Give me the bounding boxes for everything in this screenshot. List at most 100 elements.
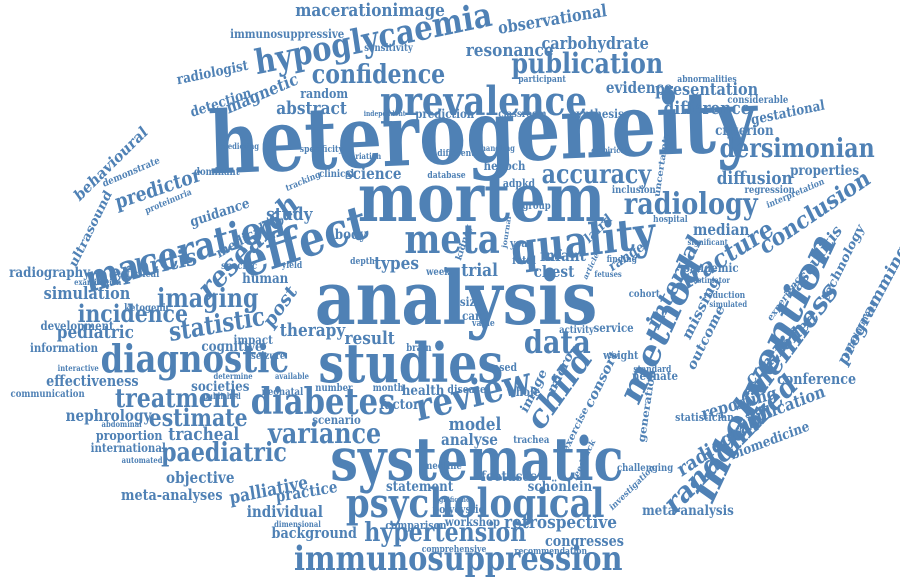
cloud-word: immunosuppressive bbox=[230, 27, 345, 41]
cloud-word: nephrology bbox=[65, 406, 152, 425]
cloud-word: significance bbox=[433, 495, 474, 504]
cloud-word: diabetes bbox=[250, 381, 396, 423]
cloud-word: prevalence bbox=[380, 78, 587, 125]
cloud-word: size bbox=[459, 295, 482, 309]
cloud-word: objective bbox=[166, 468, 235, 487]
cloud-word: based bbox=[486, 361, 518, 374]
cloud-word: comparison bbox=[385, 519, 447, 532]
cloud-word: database bbox=[427, 171, 466, 181]
cloud-word: pediatric bbox=[56, 322, 134, 343]
cloud-word: statistical bbox=[112, 269, 160, 280]
cloud-word: radiology bbox=[623, 187, 758, 222]
cloud-word: prediction bbox=[415, 107, 475, 121]
cloud-word: study bbox=[266, 204, 313, 225]
cloud-word: conference bbox=[776, 370, 857, 388]
cloud-word: disease bbox=[447, 383, 486, 396]
cloud-word: ketogenic bbox=[124, 303, 171, 314]
cloud-word: trial bbox=[461, 260, 498, 281]
cloud-word: comprehensive bbox=[421, 545, 487, 555]
cloud-word: result bbox=[344, 328, 395, 349]
cloud-word: participant bbox=[518, 75, 566, 85]
cloud-word: background bbox=[271, 524, 357, 542]
cloud-word: analyse bbox=[441, 430, 498, 449]
cloud-word: individual bbox=[246, 502, 323, 521]
cloud-word: automated bbox=[121, 455, 163, 465]
cloud-word: adpkd bbox=[502, 177, 535, 190]
cloud-word: handling bbox=[480, 143, 515, 153]
cloud-word: diffusion bbox=[716, 168, 793, 189]
cloud-word: simulated bbox=[709, 299, 748, 309]
cloud-word: estimator bbox=[693, 275, 730, 285]
cloud-word: impact bbox=[233, 333, 273, 347]
cloud-word: proportion bbox=[95, 429, 163, 444]
cloud-word: body bbox=[334, 227, 367, 243]
cloud-word: communication bbox=[10, 389, 85, 400]
cloud-word: variance bbox=[267, 417, 382, 450]
cloud-word: brain bbox=[406, 343, 432, 354]
cloud-word: abnormalities bbox=[677, 75, 737, 85]
cloud-word: different bbox=[437, 149, 475, 159]
cloud-word: independent bbox=[363, 109, 406, 118]
cloud-word: predicting bbox=[219, 141, 260, 151]
cloud-word: weight bbox=[603, 349, 639, 362]
cloud-word: factor bbox=[379, 397, 420, 413]
cloud-word: evidence bbox=[605, 78, 673, 97]
cloud-word: psychological bbox=[345, 480, 605, 527]
cloud-word: retrospective bbox=[503, 512, 617, 533]
cloud-word: examination bbox=[74, 277, 122, 287]
cloud-word: medline bbox=[423, 461, 462, 472]
cloud-word: median bbox=[692, 220, 750, 239]
cloud-word: human bbox=[242, 271, 289, 287]
cloud-word: studies bbox=[318, 331, 504, 395]
cloud-word: whole bbox=[506, 385, 541, 399]
cloud-word: yield bbox=[281, 261, 303, 271]
cloud-word: variation bbox=[347, 151, 382, 161]
cloud-word: data bbox=[523, 323, 591, 361]
cloud-word: congresses bbox=[544, 532, 624, 550]
cloud-word: number bbox=[315, 383, 353, 394]
cloud-word: depth bbox=[350, 257, 375, 267]
cloud-word: hospital bbox=[653, 215, 688, 225]
cloud-word: treatment bbox=[114, 384, 240, 414]
cloud-word: determine bbox=[213, 371, 253, 381]
cloud-word: year bbox=[509, 237, 533, 250]
cloud-word: criterion bbox=[715, 123, 774, 139]
cloud-word: random bbox=[300, 87, 349, 102]
cloud-word: sensitivity bbox=[364, 43, 413, 54]
cloud-word: specificity bbox=[299, 145, 344, 155]
cloud-word: schönlein bbox=[527, 479, 593, 495]
cloud-word: hypertension bbox=[364, 518, 527, 548]
cloud-word: incidence bbox=[77, 299, 188, 328]
cloud-word: group bbox=[522, 201, 551, 212]
cloud-word: carbohydrate bbox=[541, 34, 649, 54]
cloud-word: clinical bbox=[319, 169, 355, 180]
cloud-word: interactive bbox=[57, 363, 99, 373]
cloud-word: polycystic bbox=[432, 503, 485, 516]
cloud-word: statistician bbox=[675, 411, 734, 424]
cloud-word: fetuses bbox=[594, 269, 622, 279]
cloud-word: meta-analysis bbox=[642, 503, 734, 519]
cloud-word: radiography bbox=[9, 265, 91, 281]
cloud-word: observational bbox=[496, 1, 608, 39]
cloud-word: abstract bbox=[276, 98, 347, 119]
cloud-word: reduction bbox=[703, 291, 746, 301]
cloud-word: considerable bbox=[727, 95, 789, 106]
cloud-word: science bbox=[344, 164, 402, 183]
cloud-word: week bbox=[426, 267, 451, 278]
cloud-word: difference bbox=[663, 98, 751, 119]
cloud-word: tracheal bbox=[168, 424, 240, 445]
cloud-word: finding bbox=[606, 255, 637, 265]
cloud-word: publication bbox=[511, 47, 664, 80]
cloud-word: development bbox=[40, 319, 114, 333]
cloud-word: information bbox=[30, 341, 99, 355]
cloud-word: cohort bbox=[628, 289, 660, 300]
cloud-word: infant bbox=[540, 246, 586, 265]
cloud-word: trachea bbox=[513, 435, 550, 446]
cloud-word: paediatric bbox=[161, 438, 287, 468]
cloud-word: effectiveness bbox=[46, 372, 139, 390]
cloud-word: synthesis bbox=[570, 107, 624, 121]
cloud-word: properties bbox=[790, 163, 860, 179]
cloud-word: meta-analyses bbox=[120, 486, 223, 504]
cloud-word: recommendation bbox=[514, 547, 588, 557]
cloud-word: foetuses bbox=[480, 469, 537, 485]
